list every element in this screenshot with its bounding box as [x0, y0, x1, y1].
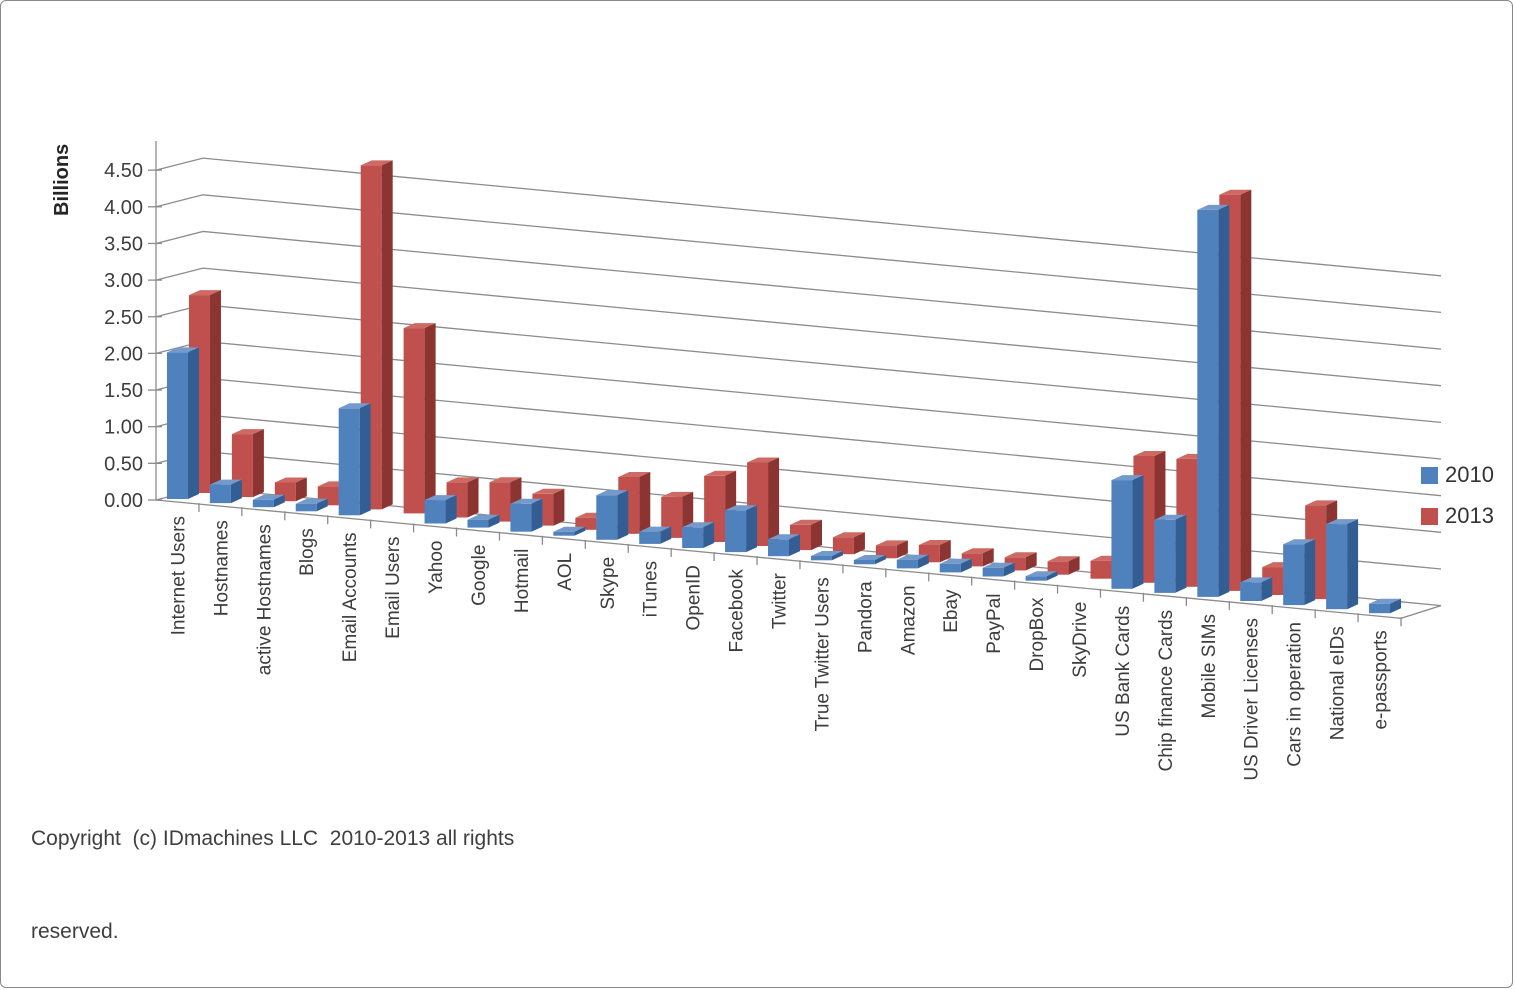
ytick-label: 4.00 [104, 197, 143, 219]
category-label-skydrive: SkyDrive [1070, 602, 1091, 678]
copyright-line-2: reserved. [31, 920, 119, 943]
category-label-paypal: PayPal [984, 594, 1005, 654]
bar-2010-paypal [982, 562, 1015, 577]
bar-2010-skype [596, 490, 629, 540]
category-label-facebook: Facebook [727, 569, 748, 653]
bar-2010-hotmail [510, 498, 543, 532]
category-label-cars-in-operation: Cars in operation [1285, 622, 1306, 767]
bar-2010-internet-users [166, 347, 199, 499]
category-label-us-driver-licenses: US Driver Licenses [1242, 618, 1263, 781]
ytick-label: 2.50 [104, 307, 143, 329]
ytick-label: 4.50 [104, 160, 143, 182]
category-label-us-bank-cards: US Bank Cards [1113, 606, 1134, 737]
bar-2013-ebay [961, 548, 994, 567]
category-label-ebay: Ebay [941, 589, 962, 633]
category-label-e-passports: e-passports [1371, 630, 1392, 729]
category-label-blogs: Blogs [297, 528, 318, 576]
category-label-skype: Skype [598, 557, 619, 610]
bar-2010-pandora [853, 555, 886, 565]
bar-2010-chip-finance-cards [1154, 514, 1187, 593]
bar-2013-yahoo [446, 477, 479, 518]
category-label-google: Google [469, 545, 490, 606]
legend-item-2013: 2013 [1421, 503, 1494, 529]
bar-2010-yahoo [424, 495, 457, 524]
gridline [155, 194, 1442, 314]
category-label-twitter: Twitter [770, 572, 791, 629]
category-label-email-users: Email Users [383, 536, 404, 638]
category-label-aol: AOL [555, 553, 576, 591]
bar-2010-cars-in-operation [1283, 539, 1316, 606]
legend: 2010 2013 [1421, 462, 1494, 544]
copyright-text: Copyright (c) IDmachines LLC 2010-2013 a… [31, 761, 591, 987]
bar-2010-dropbox [1025, 571, 1058, 581]
bar-2010-e-passports [1369, 598, 1402, 614]
gridline [155, 157, 1442, 277]
bar-2010-amazon [896, 554, 929, 569]
gridline [155, 230, 1442, 350]
bar-2010-us-driver-licenses [1240, 577, 1273, 601]
legend-label-2013: 2013 [1445, 503, 1494, 528]
ytick-label: 3.00 [104, 270, 143, 292]
legend-label-2010: 2010 [1445, 462, 1494, 487]
category-label-hostnames: Hostnames [211, 520, 232, 616]
category-label-chip-finance-cards: Chip finance Cards [1156, 610, 1177, 772]
bar-2010-mobile-sims [1197, 204, 1230, 597]
bar-2010-national-eids [1326, 519, 1359, 610]
ytick-label: 1.50 [104, 380, 143, 402]
bar-2010-hostnames [209, 479, 242, 504]
bar-2013-true-twitter-users [832, 532, 865, 555]
bar-2010-aol [553, 526, 586, 536]
category-label-true-twitter-users: True Twitter Users [812, 577, 833, 731]
legend-item-2010: 2010 [1421, 462, 1494, 488]
category-label-hotmail: Hotmail [512, 549, 533, 613]
bar-2010-facebook [725, 505, 758, 553]
bar-2013-email-users [403, 323, 436, 514]
bar-2010-active-hostnames [252, 494, 285, 508]
category-label-pandora: Pandora [855, 581, 876, 653]
ytick-label: 0.00 [104, 490, 143, 512]
category-label-email-accounts: Email Accounts [340, 532, 361, 662]
legend-swatch-2010-icon [1421, 466, 1438, 484]
category-label-dropbox: DropBox [1027, 597, 1048, 671]
bar-2010-blogs [295, 498, 328, 512]
bar-2010-twitter [768, 534, 800, 557]
ytick-label: 0.50 [104, 453, 143, 475]
category-label-mobile-sims: Mobile SIMs [1199, 614, 1220, 719]
y-axis-title: Billions [51, 143, 73, 216]
gridline [155, 267, 1442, 387]
bar-2013-google [489, 477, 522, 522]
bar-2010-ebay [939, 558, 972, 573]
ytick-label: 2.00 [104, 343, 143, 365]
category-label-yahoo: Yahoo [426, 541, 447, 595]
bar-2013-hostnames [231, 429, 264, 498]
bar-2010-google [467, 514, 500, 528]
category-label-active-hostnames: active Hostnames [254, 524, 275, 675]
category-label-itunes: iTunes [641, 561, 662, 617]
category-label-amazon: Amazon [898, 585, 919, 655]
ytick-label: 1.00 [104, 417, 143, 439]
bar-2010-email-accounts [338, 403, 371, 516]
legend-swatch-2013-icon [1421, 507, 1438, 525]
ytick-label: 3.50 [104, 233, 143, 255]
bar-2010-true-twitter-users [810, 551, 843, 561]
bar-2010-us-bank-cards [1111, 475, 1144, 589]
copyright-line-1: Copyright (c) IDmachines LLC 2010-2013 a… [31, 827, 515, 850]
bar-2010-openid [682, 522, 715, 548]
category-label-internet-users: Internet Users [168, 516, 189, 635]
bar-2010-itunes [639, 526, 672, 544]
category-label-openid: OpenID [684, 565, 705, 630]
category-label-national-eids: National eIDs [1328, 626, 1349, 740]
